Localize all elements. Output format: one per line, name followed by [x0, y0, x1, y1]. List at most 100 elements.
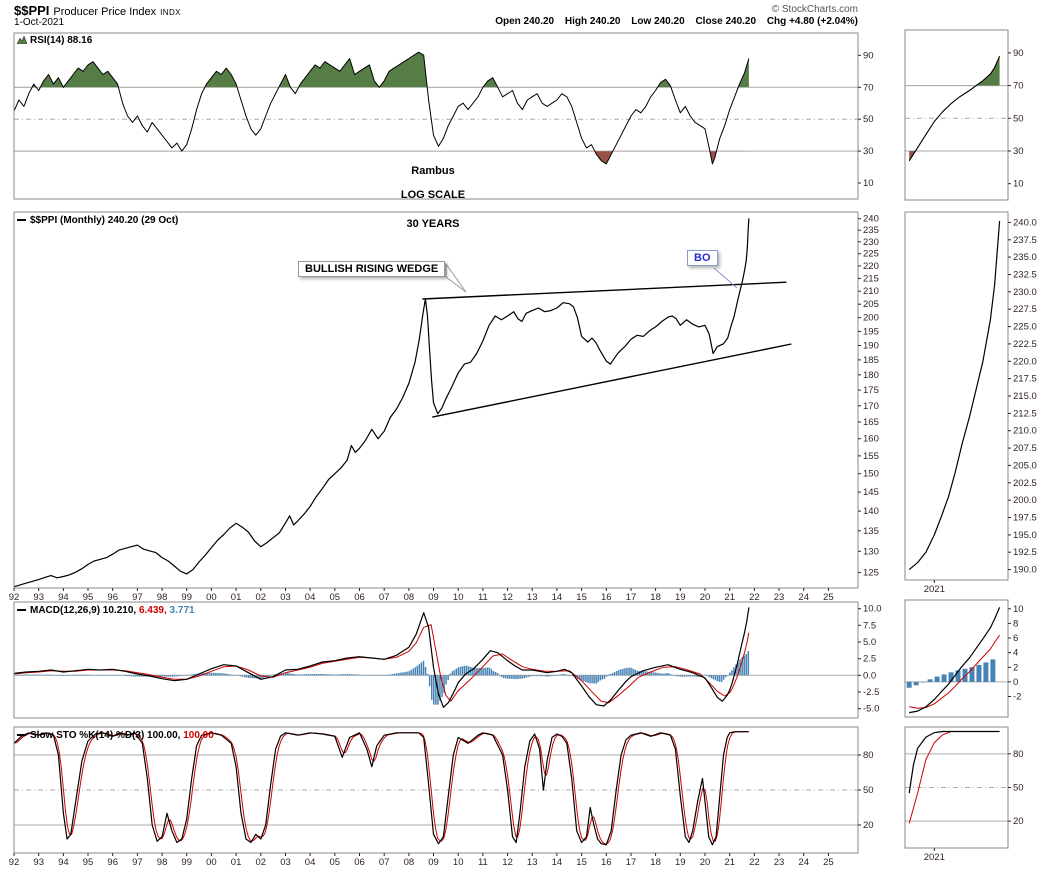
svg-text:00: 00: [206, 592, 217, 603]
svg-text:19: 19: [675, 592, 686, 603]
svg-text:02: 02: [256, 592, 267, 603]
svg-text:19: 19: [675, 857, 686, 868]
macd-panel: 10.0 7.5 5.0 2.5 0.0 -2.5 -5.0: [13, 601, 882, 719]
close-label: Close: [695, 16, 723, 27]
rsi-panel: 90 70 50 30 10: [13, 32, 874, 200]
svg-text:135: 135: [863, 526, 879, 537]
svg-text:50: 50: [863, 785, 874, 796]
svg-text:215.0: 215.0: [1013, 391, 1037, 402]
svg-text:99: 99: [181, 592, 192, 603]
rsi-area-icon: [16, 35, 28, 45]
svg-text:21: 21: [724, 857, 735, 868]
open-value: 240.20: [523, 16, 555, 27]
svg-text:03: 03: [280, 857, 291, 868]
svg-text:8: 8: [1013, 618, 1018, 629]
svg-text:07: 07: [379, 857, 390, 868]
price-label-text: $$PPI (Monthly) 240.20 (29 Oct): [30, 215, 179, 226]
svg-text:125: 125: [863, 568, 879, 579]
svg-text:06: 06: [354, 592, 365, 603]
svg-text:230: 230: [863, 237, 879, 248]
svg-text:145: 145: [863, 487, 879, 498]
svg-text:195: 195: [863, 326, 879, 337]
sto-panel-label: Slow STO %K(14) %D(3) 100.00, 100.00: [17, 730, 214, 741]
svg-text:215: 215: [863, 273, 879, 284]
sto-label-d: 100.00: [183, 730, 214, 741]
macd-panel-label: MACD(12,26,9) 10.210, 6.439, 3.771: [17, 605, 195, 616]
svg-text:10: 10: [453, 592, 464, 603]
sto-panel: 80 50 20 92 93 94 95 96 97 98 99 00 01 02 03 04 05 06 07 08…: [9, 726, 874, 868]
svg-text:93: 93: [33, 592, 44, 603]
svg-text:10: 10: [863, 178, 874, 189]
line-sample-icon: [17, 734, 26, 736]
svg-text:235: 235: [863, 225, 879, 236]
svg-text:13: 13: [527, 857, 538, 868]
svg-text:140: 140: [863, 506, 879, 517]
svg-text:10: 10: [1013, 179, 1024, 190]
svg-text:165: 165: [863, 417, 879, 428]
log-scale-annotation: LOG SCALE: [400, 189, 466, 201]
high-value: 240.20: [589, 16, 621, 27]
svg-text:-5.0: -5.0: [863, 704, 879, 715]
svg-text:00: 00: [206, 857, 217, 868]
svg-text:225: 225: [863, 249, 879, 260]
svg-text:15: 15: [576, 857, 587, 868]
symbol: $$PPI: [14, 3, 50, 18]
svg-text:05: 05: [330, 592, 341, 603]
low-value: 240.20: [654, 16, 685, 27]
macd-label-black: MACD(12,26,9) 10.210,: [30, 605, 137, 616]
svg-text:2: 2: [1013, 662, 1018, 673]
symbol-name: Producer Price Index: [53, 6, 157, 18]
svg-text:197.5: 197.5: [1013, 513, 1037, 524]
macd-label-hist: 3.771: [169, 605, 195, 616]
price_mini-panel: 240.0 237.5 235.0 232.5 230.0 227.5 225.0 222.5…: [904, 211, 1037, 595]
svg-text:30: 30: [1013, 146, 1024, 157]
svg-text:18: 18: [650, 592, 661, 603]
svg-text:04: 04: [305, 857, 316, 868]
wedge-annotation: BULLISH RISING WEDGE: [298, 261, 446, 277]
svg-text:232.5: 232.5: [1013, 270, 1037, 281]
sto_mini-panel: 80 50 20 2021: [904, 726, 1024, 863]
svg-text:93: 93: [33, 857, 44, 868]
svg-text:190.0: 190.0: [1013, 565, 1037, 576]
svg-text:220.0: 220.0: [1013, 356, 1037, 367]
svg-text:02: 02: [256, 857, 267, 868]
svg-text:240.0: 240.0: [1013, 217, 1037, 228]
svg-text:14: 14: [552, 857, 563, 868]
svg-text:23: 23: [774, 592, 785, 603]
svg-text:200: 200: [863, 313, 879, 324]
svg-text:210: 210: [863, 286, 879, 297]
svg-text:30: 30: [863, 146, 874, 157]
ohlc-quote: Open 240.20 High 240.20 Low 240.20 Close…: [495, 16, 858, 27]
svg-text:70: 70: [863, 82, 874, 93]
svg-text:17: 17: [626, 592, 637, 603]
svg-text:06: 06: [354, 857, 365, 868]
open-label: Open: [495, 16, 521, 27]
svg-text:237.5: 237.5: [1013, 235, 1037, 246]
svg-text:50: 50: [1013, 783, 1024, 794]
svg-text:98: 98: [157, 592, 168, 603]
svg-text:97: 97: [132, 857, 143, 868]
svg-text:207.5: 207.5: [1013, 443, 1037, 454]
svg-text:80: 80: [1013, 749, 1024, 760]
svg-text:25: 25: [823, 857, 834, 868]
svg-text:98: 98: [157, 857, 168, 868]
svg-text:6: 6: [1013, 633, 1018, 644]
svg-text:0: 0: [1013, 677, 1018, 688]
svg-text:195.0: 195.0: [1013, 530, 1037, 541]
line-sample-icon: [17, 609, 26, 611]
svg-text:50: 50: [1013, 113, 1024, 124]
svg-text:192.5: 192.5: [1013, 547, 1037, 558]
svg-text:90: 90: [863, 50, 874, 61]
svg-text:10: 10: [1013, 604, 1024, 615]
svg-text:01: 01: [231, 857, 242, 868]
svg-text:21: 21: [724, 592, 735, 603]
svg-text:222.5: 222.5: [1013, 339, 1037, 350]
svg-text:95: 95: [83, 857, 94, 868]
price-panel: 2402352302252202152102052001951901851801…: [9, 211, 879, 603]
svg-text:22: 22: [749, 592, 760, 603]
rambus-annotation: Rambus: [411, 165, 455, 177]
exchange: INDX: [160, 8, 181, 17]
chart-date: 1-Oct-2021: [14, 17, 65, 28]
svg-text:90: 90: [1013, 48, 1024, 59]
